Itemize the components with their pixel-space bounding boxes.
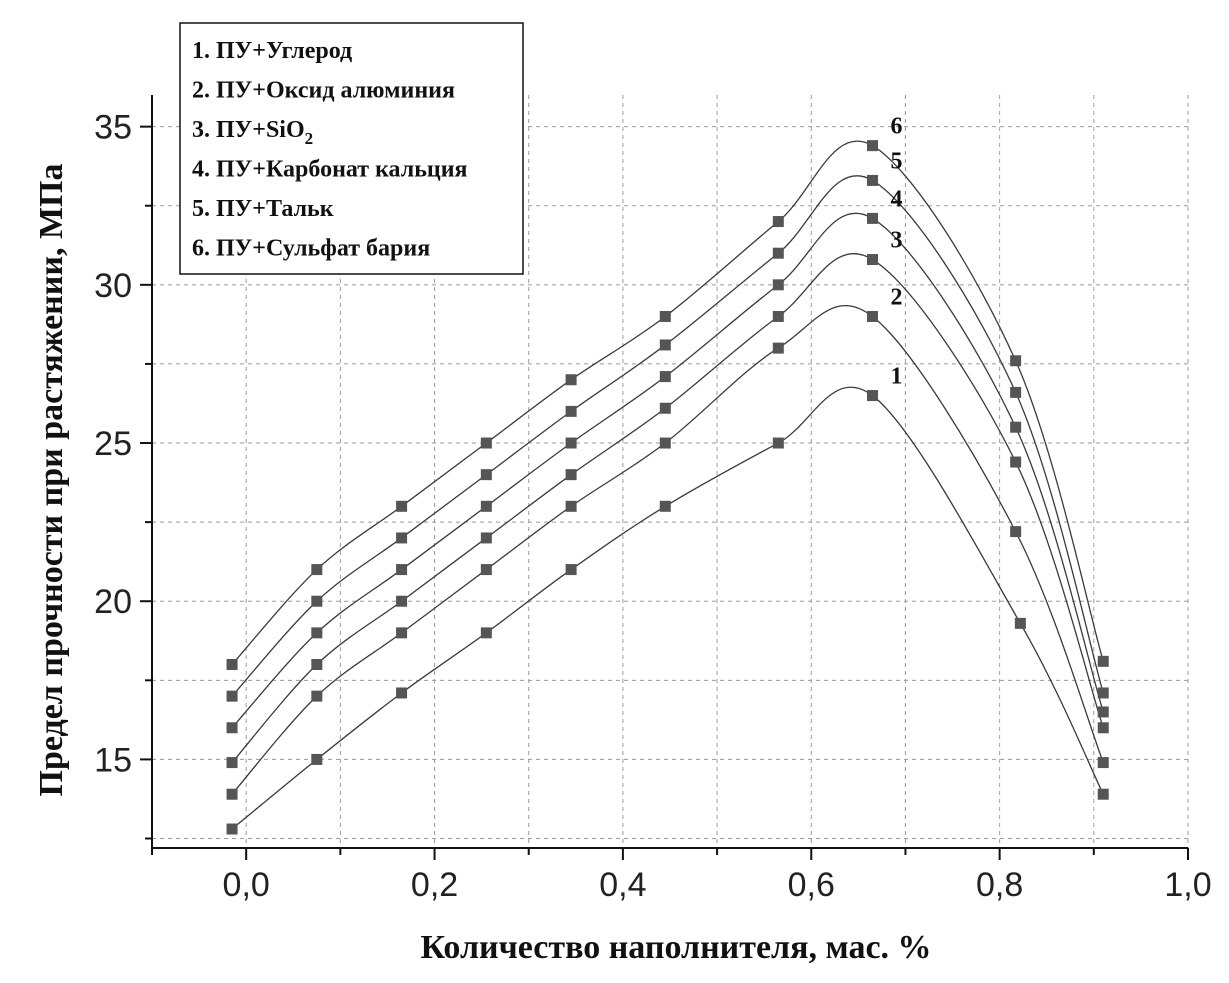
y-tick-label: 25 — [94, 425, 132, 463]
y-tick-label: 15 — [94, 741, 132, 779]
series-2 — [226, 304, 1109, 800]
series-number-label: 3 — [890, 228, 902, 254]
data-point — [1010, 386, 1022, 398]
data-point — [659, 402, 671, 414]
y-tick-label: 20 — [94, 583, 132, 621]
legend-entry-1: 1. ПУ+Углерод — [192, 38, 352, 64]
series-number-label: 2 — [890, 284, 902, 310]
data-point — [480, 437, 492, 449]
data-point — [1010, 526, 1022, 538]
data-point — [1097, 706, 1109, 718]
x-tick-label: 0,6 — [788, 866, 835, 904]
data-point — [1097, 788, 1109, 800]
legend: 1. ПУ+Углерод 2. ПУ+Оксид алюминия 3. ПУ+S… — [179, 22, 524, 275]
series-1 — [226, 386, 1109, 835]
data-point — [565, 374, 577, 386]
legend-entry-5: 5. ПУ+Тальк — [192, 196, 334, 222]
y-tick-label: 35 — [94, 109, 132, 147]
data-point — [396, 532, 408, 544]
data-point — [311, 595, 323, 607]
data-point — [311, 658, 323, 670]
data-point — [480, 500, 492, 512]
data-point — [396, 595, 408, 607]
x-tick-label: 0,2 — [411, 866, 458, 904]
series-4 — [226, 212, 1109, 734]
data-point — [866, 174, 878, 186]
legend-entry-3: 3. ПУ+SiO2 — [192, 117, 313, 148]
data-point — [226, 757, 238, 769]
data-point — [1010, 456, 1022, 468]
data-point — [480, 469, 492, 481]
x-tick-label: 0,4 — [599, 866, 646, 904]
data-point — [396, 627, 408, 639]
data-point — [659, 310, 671, 322]
data-point — [866, 254, 878, 266]
series-line-4 — [231, 212, 1104, 729]
data-point — [565, 437, 577, 449]
data-point — [659, 437, 671, 449]
data-point — [480, 627, 492, 639]
data-point — [226, 823, 238, 835]
data-point — [1097, 757, 1109, 769]
data-point — [659, 339, 671, 351]
series-number-label: 5 — [890, 148, 902, 174]
series-number-label: 6 — [890, 114, 902, 140]
data-point — [226, 788, 238, 800]
data-point — [866, 390, 878, 402]
data-point — [772, 342, 784, 354]
data-point — [772, 216, 784, 228]
legend-entry-6: 6. ПУ+Сульфат бария — [192, 236, 430, 262]
x-axis-title: Количество наполнителя, мас. % — [420, 929, 931, 966]
series-6 — [226, 140, 1109, 670]
data-point — [226, 690, 238, 702]
data-point — [1097, 687, 1109, 699]
data-point — [772, 279, 784, 291]
data-point — [772, 437, 784, 449]
series-number-label: 1 — [890, 364, 902, 390]
data-point — [1010, 355, 1022, 367]
legend-entry-2: 2. ПУ+Оксид алюминия — [192, 78, 455, 104]
data-point — [659, 371, 671, 383]
x-tick-label: 0,0 — [223, 866, 270, 904]
y-tick-label: 30 — [94, 267, 132, 305]
data-point — [1097, 655, 1109, 667]
data-point — [226, 658, 238, 670]
data-point — [311, 564, 323, 576]
y-axis-title: Предел прочности при растяжении, МПа — [33, 164, 70, 797]
data-point — [480, 532, 492, 544]
series-group — [226, 140, 1109, 835]
data-point — [1010, 421, 1022, 433]
data-point — [311, 753, 323, 765]
data-point — [772, 310, 784, 322]
series-labels: 1 2 3 4 5 6 — [890, 114, 902, 390]
data-point — [396, 500, 408, 512]
data-point — [565, 500, 577, 512]
data-point — [866, 212, 878, 224]
x-tick-label: 1,0 — [1164, 866, 1211, 904]
legend-entry-4: 4. ПУ+Карбонат кальция — [192, 157, 468, 183]
data-point — [866, 140, 878, 152]
data-point — [772, 247, 784, 259]
data-point — [565, 564, 577, 576]
data-point — [866, 310, 878, 322]
data-point — [396, 564, 408, 576]
data-point — [396, 687, 408, 699]
data-point — [659, 500, 671, 512]
legend-box — [179, 22, 524, 275]
x-tick-label: 0,8 — [976, 866, 1023, 904]
data-point — [480, 564, 492, 576]
data-point — [1014, 617, 1026, 629]
data-point — [565, 405, 577, 417]
grid — [152, 95, 1189, 848]
series-5 — [226, 174, 1109, 702]
data-point — [311, 627, 323, 639]
data-point — [565, 469, 577, 481]
data-point — [311, 690, 323, 702]
data-point — [226, 722, 238, 734]
series-number-label: 4 — [890, 186, 902, 212]
series-3 — [226, 252, 1109, 769]
data-point — [1097, 722, 1109, 734]
